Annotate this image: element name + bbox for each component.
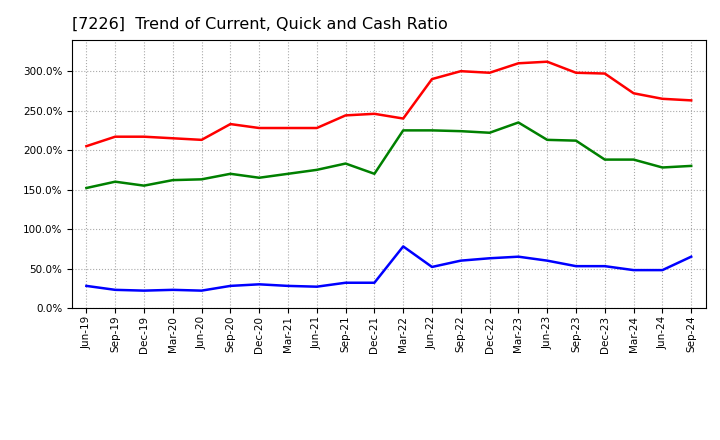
Cash Ratio <box>370 280 379 286</box>
Cash Ratio <box>82 283 91 289</box>
Quick Ratio <box>197 177 206 182</box>
Line: Cash Ratio: Cash Ratio <box>86 246 691 291</box>
Cash Ratio <box>600 264 609 269</box>
Quick Ratio <box>226 171 235 176</box>
Quick Ratio <box>428 128 436 133</box>
Quick Ratio <box>543 137 552 143</box>
Quick Ratio <box>485 130 494 136</box>
Current Ratio <box>514 61 523 66</box>
Cash Ratio <box>428 264 436 270</box>
Current Ratio <box>82 143 91 149</box>
Current Ratio <box>485 70 494 75</box>
Text: [7226]  Trend of Current, Quick and Cash Ratio: [7226] Trend of Current, Quick and Cash … <box>72 16 448 32</box>
Quick Ratio <box>399 128 408 133</box>
Cash Ratio <box>485 256 494 261</box>
Current Ratio <box>197 137 206 143</box>
Quick Ratio <box>658 165 667 170</box>
Quick Ratio <box>168 177 177 183</box>
Line: Quick Ratio: Quick Ratio <box>86 122 691 188</box>
Quick Ratio <box>687 163 696 169</box>
Cash Ratio <box>572 264 580 269</box>
Quick Ratio <box>456 128 465 134</box>
Quick Ratio <box>140 183 148 188</box>
Cash Ratio <box>168 287 177 293</box>
Current Ratio <box>312 125 321 131</box>
Cash Ratio <box>255 282 264 287</box>
Cash Ratio <box>543 258 552 263</box>
Current Ratio <box>600 71 609 76</box>
Cash Ratio <box>399 244 408 249</box>
Current Ratio <box>284 125 292 131</box>
Line: Current Ratio: Current Ratio <box>86 62 691 146</box>
Current Ratio <box>168 136 177 141</box>
Cash Ratio <box>284 283 292 289</box>
Quick Ratio <box>82 185 91 191</box>
Current Ratio <box>572 70 580 75</box>
Cash Ratio <box>312 284 321 290</box>
Cash Ratio <box>111 287 120 293</box>
Cash Ratio <box>658 268 667 273</box>
Current Ratio <box>543 59 552 64</box>
Current Ratio <box>226 121 235 127</box>
Quick Ratio <box>514 120 523 125</box>
Quick Ratio <box>111 179 120 184</box>
Quick Ratio <box>572 138 580 143</box>
Quick Ratio <box>629 157 638 162</box>
Current Ratio <box>428 77 436 82</box>
Quick Ratio <box>312 167 321 172</box>
Quick Ratio <box>255 175 264 180</box>
Cash Ratio <box>341 280 350 286</box>
Cash Ratio <box>226 283 235 289</box>
Current Ratio <box>399 116 408 121</box>
Quick Ratio <box>284 171 292 176</box>
Cash Ratio <box>140 288 148 293</box>
Cash Ratio <box>687 254 696 259</box>
Cash Ratio <box>514 254 523 259</box>
Current Ratio <box>111 134 120 139</box>
Current Ratio <box>341 113 350 118</box>
Quick Ratio <box>341 161 350 166</box>
Cash Ratio <box>456 258 465 263</box>
Cash Ratio <box>629 268 638 273</box>
Cash Ratio <box>197 288 206 293</box>
Quick Ratio <box>600 157 609 162</box>
Current Ratio <box>687 98 696 103</box>
Current Ratio <box>255 125 264 131</box>
Current Ratio <box>629 91 638 96</box>
Current Ratio <box>140 134 148 139</box>
Current Ratio <box>658 96 667 102</box>
Current Ratio <box>456 69 465 74</box>
Current Ratio <box>370 111 379 117</box>
Quick Ratio <box>370 171 379 176</box>
